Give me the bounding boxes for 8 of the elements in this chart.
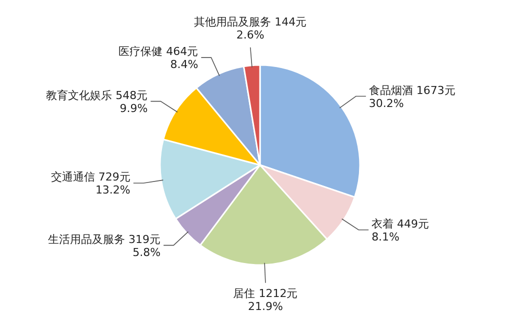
- slice-label: 医疗保健 464元 8.4%: [118, 45, 198, 72]
- slice-label: 交通通信 729元 13.2%: [50, 170, 130, 197]
- slice-label: 其他用品及服务 144元 2.6%: [194, 15, 307, 42]
- slice-label: 教育文化娱乐 548元 9.9%: [46, 88, 148, 115]
- slice-label: 衣着 449元 8.1%: [372, 217, 430, 244]
- slice-label: 食品烟酒 1673元 30.2%: [368, 84, 456, 110]
- slice-label: 居住 1212元 21.9%: [233, 286, 298, 313]
- slice-label: 生活用品及服务 319元 5.8%: [48, 232, 161, 259]
